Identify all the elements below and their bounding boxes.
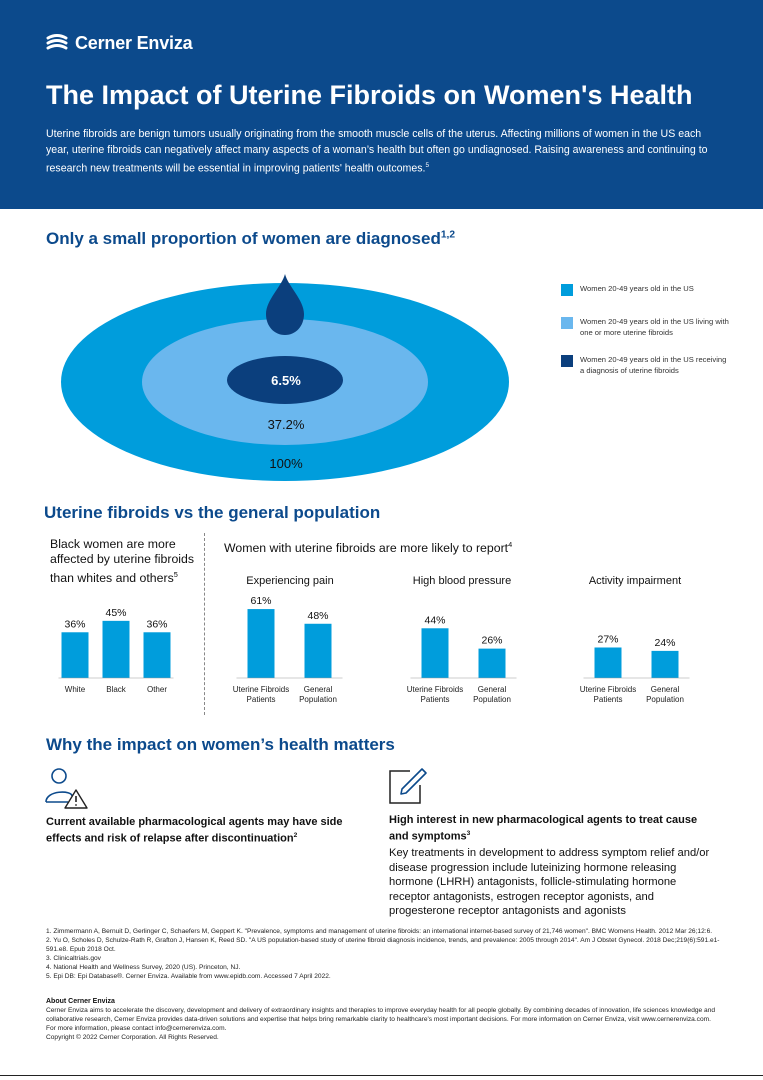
logo: Cerner Enviza bbox=[45, 32, 193, 54]
references: 1. Zimmermann A, Bernuit D, Gerlinger C,… bbox=[46, 928, 726, 981]
category-label: General bbox=[304, 685, 333, 694]
bar-value-label: 61% bbox=[250, 595, 271, 607]
section-general-population-title: Uterine fibroids vs the general populati… bbox=[44, 503, 381, 522]
bar bbox=[421, 628, 449, 678]
why-right-sup: 3 bbox=[466, 830, 471, 837]
race-chart-title-text: Black women are more affected by uterine… bbox=[50, 537, 195, 586]
reference-item: 5. Epi DB: Epi Database®. Cerner Enviza.… bbox=[46, 972, 331, 980]
why-left-sup: 2 bbox=[293, 832, 298, 839]
page-title: The Impact of Uterine Fibroids on Women'… bbox=[46, 80, 693, 110]
section-diagnosed-title: Only a small proportion of women are dia… bbox=[46, 229, 455, 249]
report-chart-title: Women with uterine fibroids are more lik… bbox=[224, 537, 624, 556]
about-body: Cerner Enviza aims to accelerate the dis… bbox=[46, 1007, 716, 1023]
label-with-fibroids: 37.2% bbox=[267, 417, 305, 432]
label-diagnosed: 6.5% bbox=[271, 373, 301, 388]
why-right-text: Key treatments in development to address… bbox=[389, 847, 710, 917]
nested-ellipse-chart bbox=[61, 274, 509, 481]
bar bbox=[594, 647, 622, 678]
logo-text: Cerner Enviza bbox=[75, 32, 193, 53]
bar-value-label: 48% bbox=[307, 610, 328, 622]
category-label: Black bbox=[106, 685, 127, 694]
header-banner: Cerner Enviza The Impact of Uterine Fibr… bbox=[0, 0, 763, 209]
reference-item: 4. National Health and Wellness Survey, … bbox=[46, 963, 241, 971]
bar-value-label: 27% bbox=[597, 633, 618, 645]
label-all-women: 100% bbox=[269, 456, 303, 471]
bar bbox=[651, 650, 679, 678]
category-label: Patients bbox=[594, 695, 623, 704]
intro-text: Uterine fibroids are benign tumors usual… bbox=[46, 127, 716, 177]
intro-sup: 5 bbox=[425, 162, 430, 169]
legend-swatch bbox=[561, 284, 573, 296]
edit-document-icon bbox=[389, 768, 427, 804]
race-chart-title: Black women are more affected by uterine… bbox=[50, 537, 200, 586]
about-text: Cerner Enviza aims to accelerate the dis… bbox=[46, 1007, 726, 1043]
bar-value-label: 24% bbox=[654, 637, 675, 649]
bar-value-label: 45% bbox=[105, 607, 126, 619]
bar bbox=[102, 620, 130, 678]
bar bbox=[304, 623, 332, 678]
legend-label: Women 20-49 years old in the US receivin… bbox=[580, 355, 727, 375]
bar bbox=[478, 648, 506, 678]
user-warning-icon bbox=[45, 768, 88, 809]
legend-item: Women 20-49 years old in the US receivin… bbox=[561, 355, 731, 376]
ellipse-diagnosed bbox=[227, 356, 343, 404]
bar bbox=[247, 609, 275, 678]
bar-value-label: 36% bbox=[146, 618, 167, 630]
category-label: Population bbox=[646, 695, 684, 704]
bar-value-label: 44% bbox=[424, 614, 445, 626]
why-right-title-text: High interest in new pharmacological age… bbox=[389, 814, 698, 843]
panel-title-pain: Experiencing pain bbox=[246, 575, 334, 587]
why-left-title: Current available pharmacological agents… bbox=[46, 815, 366, 846]
why-left-title-text: Current available pharmacological agents… bbox=[46, 816, 343, 845]
section-why-title: Why the impact on women’s health matters bbox=[46, 735, 395, 754]
bottom-rule bbox=[0, 1075, 763, 1076]
reference-item: 2. Yu O, Scholes D, Schulze-Rath R, Graf… bbox=[46, 936, 720, 953]
legend-item: Women 20-49 years old in the US living w… bbox=[561, 317, 731, 338]
drop-icon bbox=[266, 274, 304, 335]
about-contact: For more information, please contact inf… bbox=[46, 1024, 227, 1032]
bar bbox=[61, 632, 89, 678]
section-diagnosed-title-text: Only a small proportion of women are dia… bbox=[46, 229, 441, 248]
category-label: Other bbox=[147, 685, 167, 694]
category-label: Uterine Fibroids bbox=[233, 685, 289, 694]
legend-swatch bbox=[561, 355, 573, 367]
legend-swatch bbox=[561, 317, 573, 329]
about-copyright: Copyright © 2022 Cerner Corporation. All… bbox=[46, 1033, 219, 1041]
legend-label: Women 20-49 years old in the US living w… bbox=[580, 317, 729, 337]
report-chart-title-text: Women with uterine fibroids are more lik… bbox=[224, 541, 509, 556]
reference-item: 3. Clinicaltrials.gov bbox=[46, 954, 101, 962]
section-divider bbox=[204, 533, 205, 715]
legend-item: Women 20-49 years old in the US bbox=[561, 284, 731, 296]
bar bbox=[143, 632, 171, 678]
category-label: General bbox=[478, 685, 507, 694]
panel-title-blood-pressure: High blood pressure bbox=[412, 575, 512, 587]
panel-title-activity: Activity impairment bbox=[588, 575, 682, 587]
race-chart-sup: 5 bbox=[173, 570, 178, 579]
section-diagnosed-sup: 1,2 bbox=[440, 229, 456, 241]
intro-body: Uterine fibroids are benign tumors usual… bbox=[46, 128, 708, 175]
category-label: Patients bbox=[247, 695, 276, 704]
category-label: Patients bbox=[421, 695, 450, 704]
report-chart-sup: 4 bbox=[508, 540, 513, 549]
about-title: About Cerner Enviza bbox=[46, 998, 115, 1005]
category-label: General bbox=[651, 685, 680, 694]
cerner-logo-icon bbox=[46, 34, 68, 50]
category-label: White bbox=[65, 685, 86, 694]
legend-label: Women 20-49 years old in the US bbox=[580, 284, 694, 293]
bar-value-label: 36% bbox=[64, 618, 85, 630]
category-label: Population bbox=[473, 695, 511, 704]
reference-item: 1. Zimmermann A, Bernuit D, Gerlinger C,… bbox=[46, 928, 713, 935]
bar-value-label: 26% bbox=[481, 635, 502, 647]
race-bar-chart: 36% White 45% Black 36% Other bbox=[58, 607, 174, 694]
category-label: Uterine Fibroids bbox=[580, 685, 636, 694]
category-label: Uterine Fibroids bbox=[407, 685, 463, 694]
why-right-title: High interest in new pharmacological age… bbox=[389, 813, 719, 844]
category-label: Population bbox=[299, 695, 337, 704]
